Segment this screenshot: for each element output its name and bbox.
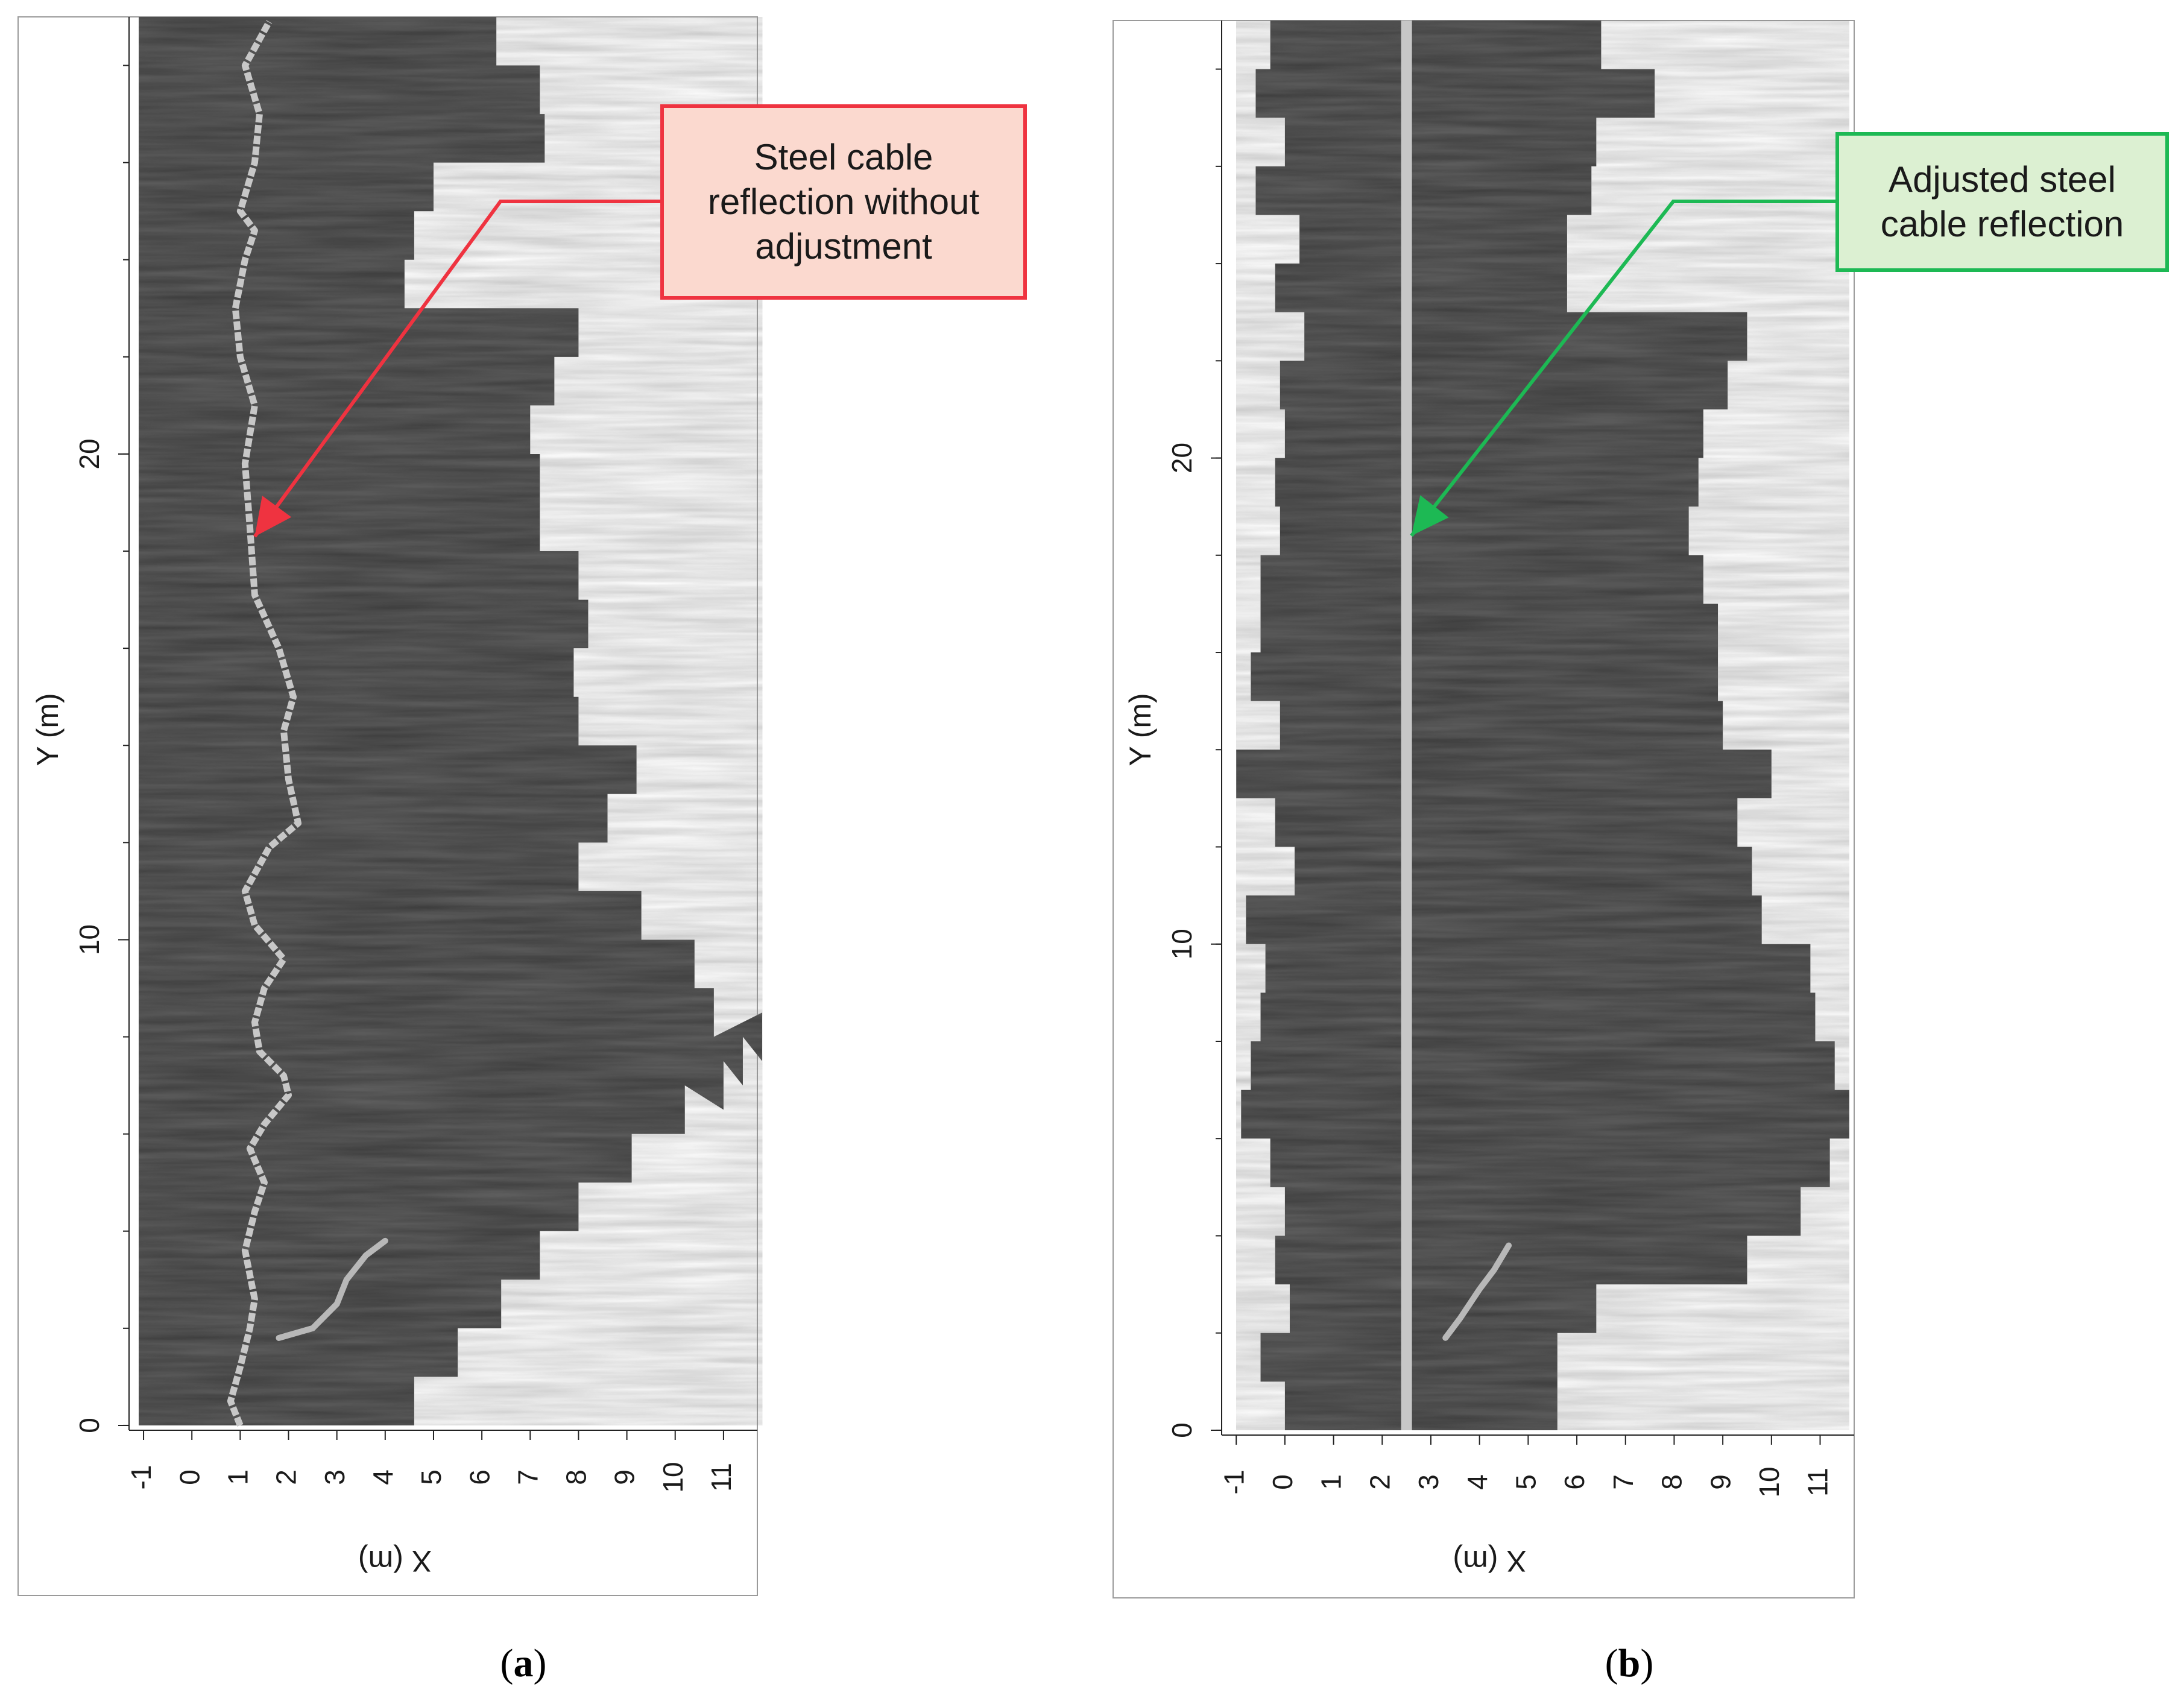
panel-caption: (a) xyxy=(500,1641,547,1685)
x-tick-label: 4 xyxy=(1462,1474,1493,1490)
x-tick-label: 8 xyxy=(561,1469,592,1485)
x-tick-label: 8 xyxy=(1656,1474,1688,1490)
x-tick-label: 6 xyxy=(464,1469,495,1485)
y-tick-label: 20 xyxy=(1166,443,1198,473)
x-tick-label: 1 xyxy=(223,1469,254,1485)
y-tick-label: 10 xyxy=(74,924,105,955)
secondary-reflection xyxy=(1442,1242,1512,1341)
caption-paren: ) xyxy=(1640,1641,1653,1685)
annotation-line: cable reflection xyxy=(1881,204,2124,244)
arrow-head xyxy=(1411,495,1449,536)
annotation-line: Steel cable xyxy=(754,137,933,177)
radar-texture xyxy=(139,17,763,1425)
y-tick-label: 0 xyxy=(1166,1422,1198,1438)
annotation-line: Adjusted steel xyxy=(1889,159,2116,200)
radar-texture xyxy=(1236,21,1849,1430)
cable-reflection xyxy=(227,20,302,1427)
x-tick-label: 10 xyxy=(657,1462,689,1492)
x-tick-label: 1 xyxy=(1316,1474,1347,1490)
x-tick-label: 4 xyxy=(367,1469,399,1485)
x-axis-label: X (m) xyxy=(1453,1544,1526,1578)
caption-paren: ) xyxy=(534,1641,547,1685)
x-tick-label: 7 xyxy=(512,1469,543,1485)
y-axis-label: Y (m) xyxy=(1123,693,1157,766)
y-tick-label: 10 xyxy=(1166,929,1198,959)
caption-letter: b xyxy=(1618,1641,1641,1685)
y-tick-label: 20 xyxy=(74,438,105,469)
x-tick-label: -1 xyxy=(125,1465,157,1490)
x-tick-label: 3 xyxy=(319,1469,350,1485)
x-axis-label: X (m) xyxy=(358,1544,432,1578)
caption-paren: ( xyxy=(500,1641,514,1685)
secondary-reflection xyxy=(276,1237,388,1341)
x-tick-label: 9 xyxy=(609,1469,640,1485)
annotation-text: Adjusted steel cable reflection xyxy=(1881,159,2124,244)
x-tick-label: 5 xyxy=(415,1469,447,1485)
y-axis-label: Y (m) xyxy=(31,693,65,766)
x-tick-label: 5 xyxy=(1510,1474,1542,1490)
panel-a: 0 10 20 -1 0 1 2 3 4 5 6 7 8 9 10 11 Y (m) X (m) Steel cab… xyxy=(17,16,1027,1685)
annotation-box xyxy=(660,104,1027,300)
x-tick-label: 0 xyxy=(174,1469,205,1485)
annotation-arrow xyxy=(253,200,662,538)
annotation-text: Steel cable reflection without adjustment xyxy=(708,137,980,267)
annotation-box xyxy=(1835,132,2169,272)
caption-letter: a xyxy=(514,1641,534,1685)
annotation-line: reflection without xyxy=(708,181,980,222)
x-tick-label: 9 xyxy=(1705,1474,1736,1490)
x-tick-label: -1 xyxy=(1218,1470,1249,1495)
annotation-line: adjustment xyxy=(755,226,932,267)
panel-caption: (b) xyxy=(1605,1641,1654,1685)
x-tick-label: 2 xyxy=(271,1469,302,1485)
x-tick-label: 6 xyxy=(1559,1474,1590,1490)
x-tick-label: 10 xyxy=(1753,1466,1785,1497)
x-tick-label: 7 xyxy=(1608,1474,1639,1490)
x-tick-label: 0 xyxy=(1267,1474,1298,1490)
caption-paren: ( xyxy=(1605,1641,1618,1685)
x-tick-label: 3 xyxy=(1413,1474,1444,1490)
arrow-head xyxy=(254,496,292,537)
y-tick-label: 0 xyxy=(74,1418,105,1433)
annotation-arrow xyxy=(1410,200,1837,537)
x-tick-label: 11 xyxy=(705,1463,737,1492)
x-tick-label: 2 xyxy=(1364,1474,1395,1490)
panel-b: 0 10 20 -1 0 1 2 3 4 5 6 7 8 9 10 11 Y (m) X (m) Adjusted … xyxy=(1113,20,2169,1685)
x-tick-label: 11 xyxy=(1802,1468,1834,1497)
